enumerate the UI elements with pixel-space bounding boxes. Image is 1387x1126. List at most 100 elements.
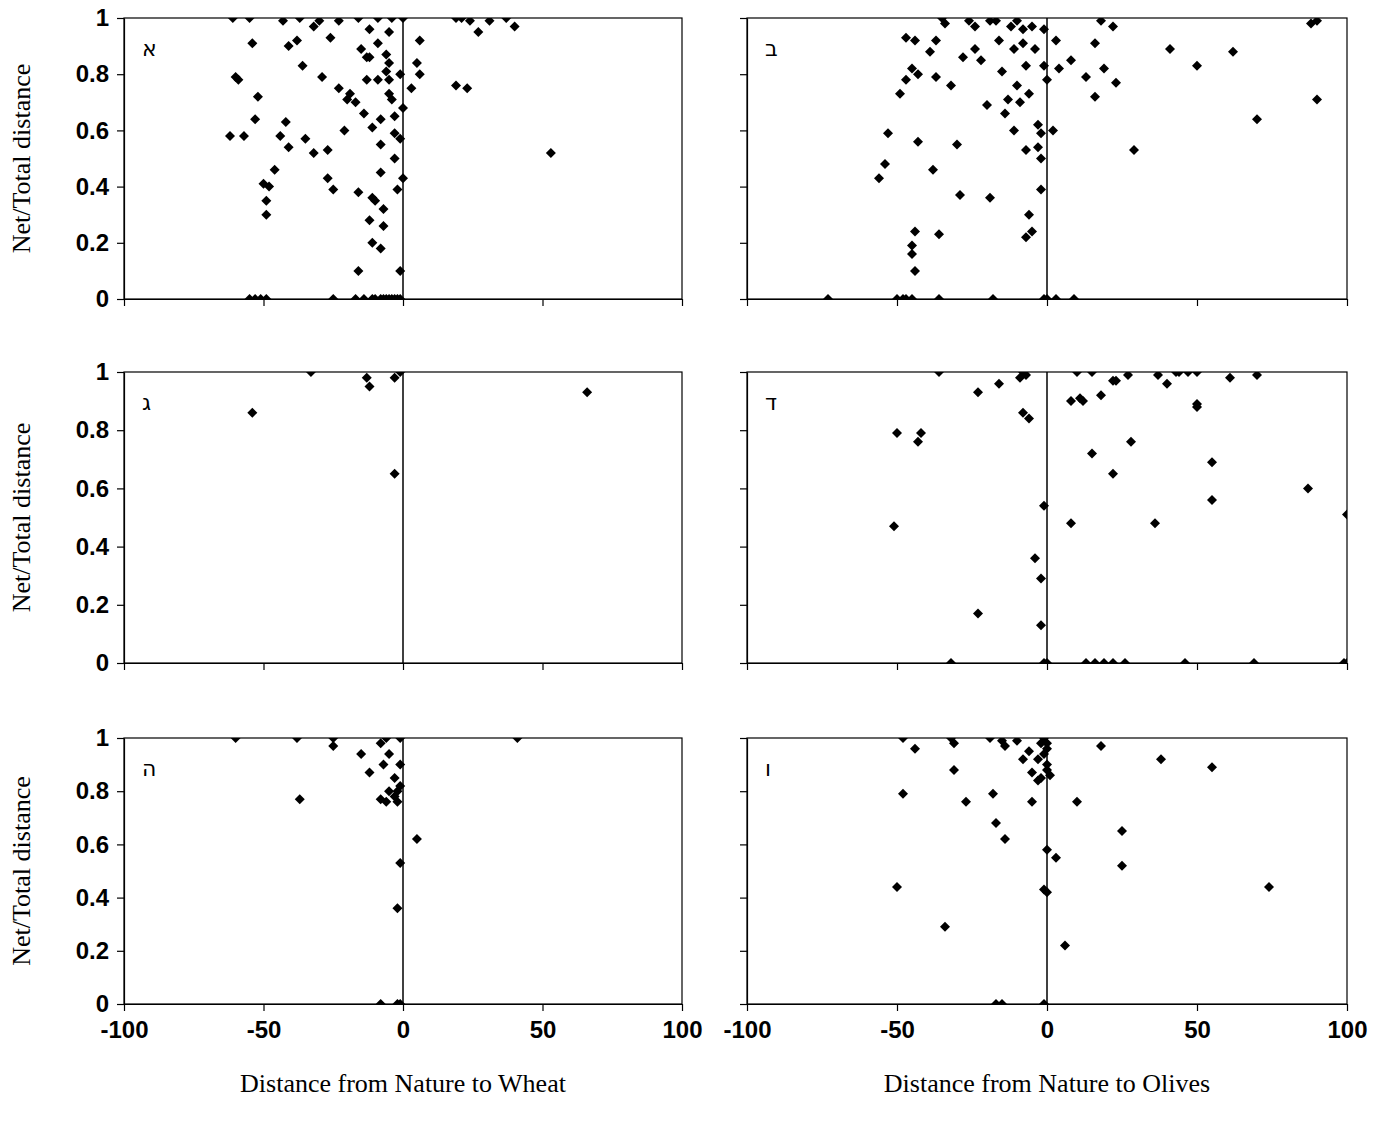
point <box>225 131 235 141</box>
point <box>910 35 920 45</box>
point <box>323 173 333 183</box>
x-tick-mark <box>124 663 125 670</box>
y-tick: 0.8 <box>76 60 124 87</box>
x-tick <box>682 663 683 670</box>
point <box>1003 94 1013 104</box>
point <box>356 44 366 54</box>
y-tick <box>740 18 747 19</box>
x-tick-mark <box>1347 1004 1348 1011</box>
y-tick-label: 0.8 <box>76 416 109 443</box>
point <box>1048 125 1058 135</box>
point <box>314 18 324 26</box>
point <box>973 387 983 397</box>
point <box>1069 294 1079 299</box>
point <box>292 738 302 743</box>
point <box>952 139 962 149</box>
point <box>353 266 363 276</box>
y-tick: 0.8 <box>76 777 124 804</box>
y-tick-mark <box>740 299 747 300</box>
y-tick-mark <box>117 430 124 431</box>
y-tick-label: 0.2 <box>76 591 109 618</box>
y-tick-mark <box>740 951 747 952</box>
point <box>295 794 305 804</box>
point <box>247 408 257 418</box>
point <box>1027 21 1037 31</box>
point <box>1042 658 1052 663</box>
y-tick-label: 0.4 <box>76 173 110 200</box>
point <box>1036 773 1046 783</box>
point <box>1042 887 1052 897</box>
point <box>1087 448 1097 458</box>
x-tick-mark <box>1047 1004 1048 1011</box>
y-tick-mark <box>117 844 124 845</box>
point <box>253 92 263 102</box>
point <box>395 294 405 299</box>
x-axis-title: Distance from Nature to Wheat <box>240 1069 567 1098</box>
point <box>934 229 944 239</box>
point <box>381 738 391 743</box>
y-tick: 0.4 <box>76 173 124 200</box>
point <box>398 103 408 113</box>
x-tick-mark <box>1047 663 1048 670</box>
point <box>874 173 884 183</box>
y-tick-label: 0.4 <box>76 884 110 911</box>
point <box>1039 501 1049 511</box>
point <box>1000 109 1010 119</box>
point <box>940 19 950 29</box>
y-tick <box>740 488 747 489</box>
point <box>1039 999 1049 1004</box>
y-tick-label: 0 <box>96 990 109 1017</box>
panel-label: ה <box>142 756 156 781</box>
point <box>367 123 377 133</box>
y-axis-line <box>747 373 748 664</box>
point <box>390 469 400 479</box>
point <box>1060 940 1070 950</box>
point <box>412 834 422 844</box>
y-tick <box>740 243 747 244</box>
x-tick: 100 <box>662 1004 702 1043</box>
plot-frame <box>747 372 1347 663</box>
x-tick-mark <box>1347 299 1348 306</box>
point <box>378 760 388 770</box>
point <box>376 114 386 124</box>
x-tick <box>1347 299 1348 306</box>
x-tick-mark <box>897 1004 898 1011</box>
x-axis <box>748 663 1348 670</box>
x-tick-mark <box>1197 663 1198 670</box>
x-tick-mark <box>1347 663 1348 670</box>
x-tick <box>682 299 683 306</box>
point <box>395 134 405 144</box>
x-tick-mark <box>542 1004 543 1011</box>
y-tick: 0.6 <box>76 117 124 144</box>
y-axis-title: Net/Total distance <box>7 423 36 613</box>
y-tick: 1 <box>96 724 124 751</box>
point <box>245 18 255 23</box>
point <box>328 741 338 751</box>
point <box>1108 376 1118 386</box>
point <box>353 187 363 197</box>
point <box>309 148 319 158</box>
point <box>1030 44 1040 54</box>
point <box>365 24 375 34</box>
y-axis-line <box>747 19 748 300</box>
point <box>334 18 344 26</box>
point <box>997 999 1007 1004</box>
point <box>1252 114 1262 124</box>
point <box>261 210 271 220</box>
x-tick-mark <box>897 299 898 306</box>
point <box>1153 372 1163 380</box>
y-tick-label: 1 <box>96 724 109 751</box>
x-tick-label: 0 <box>1041 1016 1054 1043</box>
y-tick: 0 <box>96 649 124 676</box>
y-axis: 00.20.40.60.81 <box>76 358 125 676</box>
y-tick <box>740 951 747 952</box>
point <box>384 749 394 759</box>
point <box>546 148 556 158</box>
point <box>1066 518 1076 528</box>
y-tick-mark <box>117 663 124 664</box>
point <box>1009 44 1019 54</box>
point <box>365 52 375 62</box>
point <box>317 72 327 82</box>
reference-line <box>402 372 404 663</box>
point <box>284 41 294 51</box>
